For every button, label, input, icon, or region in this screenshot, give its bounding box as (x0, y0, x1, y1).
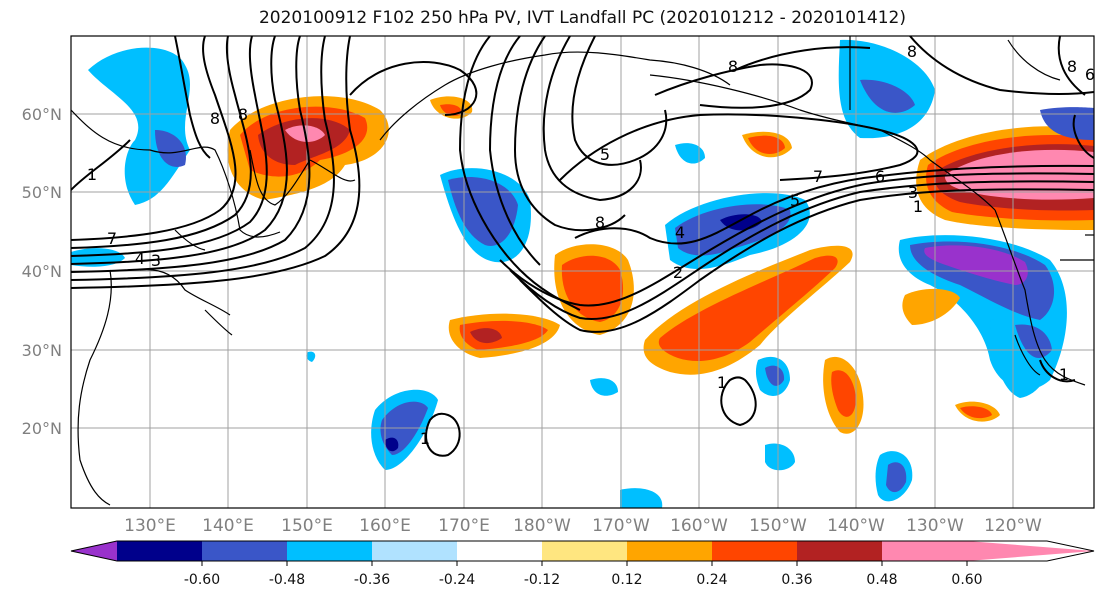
anomaly-region (675, 204, 791, 256)
lon-label: 140°E (202, 516, 254, 536)
anomaly-region (960, 406, 992, 419)
contour-label: 8 (728, 57, 738, 76)
lat-label: 20°N (22, 419, 62, 438)
contour-label: 8 (907, 42, 917, 61)
lat-label: 60°N (22, 105, 62, 124)
contour-label: 5 (790, 191, 800, 210)
colorbar-swatch-8 (712, 541, 797, 561)
contour-label: 7 (813, 167, 823, 186)
anomaly-region (306, 351, 316, 362)
lon-label: 150°W (749, 516, 807, 536)
contour-label: 6 (1085, 65, 1095, 84)
colorbar-ticks (201, 561, 968, 566)
lon-label: 120°W (984, 516, 1042, 536)
colorbar: -0.60 -0.48 -0.36 -0.24 -0.12 0.12 0.24 … (70, 540, 1095, 588)
colorbar-swatch-10 (882, 541, 967, 561)
colorbar-tick-label: 0.36 (781, 572, 812, 588)
anomaly-region (155, 130, 186, 167)
anomaly-region (385, 437, 399, 452)
contour-label: 2 (673, 263, 683, 282)
colorbar-swatch-11 (967, 541, 1094, 561)
lon-label: 130°W (906, 516, 964, 536)
contour-label: 3 (908, 183, 918, 202)
contour-label: 8 (238, 105, 248, 124)
colorbar-tick-label: 0.48 (866, 572, 897, 588)
colorbar-tick-label: -0.48 (269, 572, 305, 588)
colorbar-swatch-2 (202, 541, 287, 561)
anomaly-region (1040, 107, 1094, 140)
pv-contours (71, 36, 1094, 457)
anomaly-region (902, 288, 960, 325)
contour-label: 1 (1059, 365, 1069, 384)
anomaly-region (765, 365, 785, 386)
anomaly-region (765, 443, 795, 471)
colorbar-tick-label: -0.12 (524, 572, 560, 588)
contour-labels: 8 8 7 1 4 3 5 8 8 7 6 5 3 1 2 4 8 1 1 1 … (87, 42, 1095, 448)
contour-label: 8 (210, 109, 220, 128)
lon-label: 140°W (827, 516, 885, 536)
colorbar-swatch-7 (627, 541, 712, 561)
colorbar-tick-label: -0.24 (439, 572, 475, 588)
colorbar-swatch-9 (797, 541, 882, 561)
colorbar-tick-label: -0.36 (354, 572, 390, 588)
map-content (71, 36, 1094, 508)
anomaly-region (459, 320, 548, 350)
contour-label: 7 (107, 229, 117, 248)
contour-label: 1 (913, 197, 923, 216)
colorbar-swatch-6 (542, 541, 627, 561)
colorbar-tick-labels: -0.60 -0.48 -0.36 -0.24 -0.12 0.12 0.24 … (184, 572, 983, 588)
anomaly-region (860, 79, 915, 113)
map-title: 2020100912 F102 250 hPa PV, IVT Landfall… (258, 8, 906, 28)
lat-label: 40°N (22, 262, 62, 281)
contour-label: 4 (675, 223, 685, 242)
lon-label: 170°W (592, 516, 650, 536)
coastlines (71, 36, 1094, 506)
colorbar-swatch-0 (71, 541, 117, 561)
lon-label: 160°W (670, 516, 728, 536)
anomaly-region (88, 47, 190, 206)
colorbar-swatch-1 (117, 541, 202, 561)
colorbar-tick-label: 0.12 (611, 572, 642, 588)
colorbar-tick-label: 0.24 (696, 572, 727, 588)
contour-label: 6 (875, 167, 885, 186)
anomaly-region (620, 488, 663, 508)
lat-label: 30°N (22, 341, 62, 360)
lat-label: 50°N (22, 183, 62, 202)
colorbar-tick-label: -0.60 (184, 572, 220, 588)
longitude-labels: 130°E 140°E 150°E 160°E 170°E 180°W 170°… (124, 516, 1042, 536)
colorbar-tick-label: 0.60 (951, 572, 982, 588)
anomaly-region (886, 462, 907, 493)
anomaly-region (658, 255, 838, 362)
lon-label: 180°W (513, 516, 571, 536)
contour-label: 3 (151, 251, 161, 270)
lon-label: 160°E (359, 516, 411, 536)
contour-label: 8 (595, 213, 605, 232)
lon-label: 130°E (124, 516, 176, 536)
contour-label: 1 (717, 373, 727, 392)
contour-label: 5 (600, 145, 610, 164)
anomaly-region (470, 328, 502, 344)
latitude-labels: 60°N 50°N 40°N 30°N 20°N (22, 105, 62, 438)
graticule (71, 36, 1094, 508)
colorbar-swatch-5 (457, 541, 542, 561)
anomaly-region (831, 370, 856, 417)
lon-label: 150°E (281, 516, 333, 536)
contour-label: 4 (135, 249, 145, 268)
anomaly-region (448, 177, 518, 246)
contour-label: 8 (1067, 57, 1077, 76)
anomaly-region (944, 149, 1094, 200)
anomaly-region (675, 143, 705, 164)
anomaly-region (748, 135, 785, 154)
anomaly-region (590, 378, 618, 396)
colorbar-swatch-3 (287, 541, 372, 561)
lon-label: 170°E (438, 516, 490, 536)
anomaly-region (924, 245, 1028, 285)
contour-label: 1 (87, 165, 97, 184)
contour-label: 1 (420, 429, 430, 448)
map-frame (70, 35, 1095, 509)
colorbar-outline (70, 540, 1095, 562)
colorbar-swatch-4 (372, 541, 457, 561)
